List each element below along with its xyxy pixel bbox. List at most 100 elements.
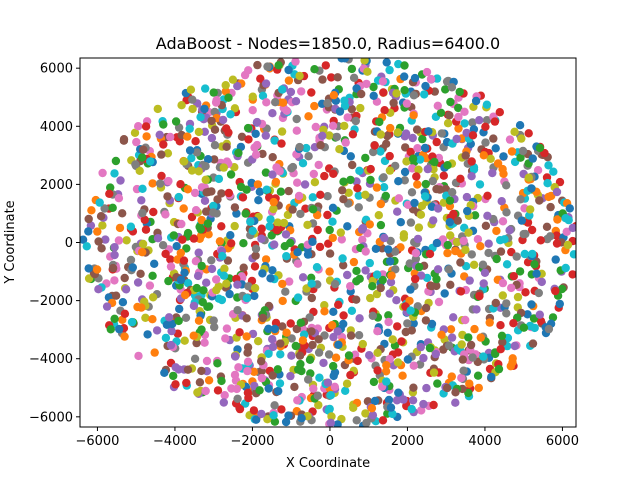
scatter-point xyxy=(313,225,322,235)
scatter-point xyxy=(115,223,125,233)
scatter-point xyxy=(414,223,424,232)
scatter-point xyxy=(362,79,371,89)
scatter-point xyxy=(454,124,463,133)
scatter-point xyxy=(200,196,210,205)
scatter-point xyxy=(187,154,196,163)
scatter-point xyxy=(393,358,403,367)
scatter-point xyxy=(365,258,374,268)
scatter-point xyxy=(309,169,318,179)
scatter-point xyxy=(134,351,143,361)
scatter-point xyxy=(557,284,567,294)
scatter-point xyxy=(400,86,409,95)
scatter-point xyxy=(297,414,306,423)
scatter-point xyxy=(318,131,327,140)
scatter-point xyxy=(210,322,219,332)
scatter-point xyxy=(269,204,278,214)
scatter-point xyxy=(393,348,403,357)
scatter-point xyxy=(457,373,466,383)
scatter-point xyxy=(505,135,515,144)
scatter-point xyxy=(433,265,443,274)
scatter-point xyxy=(157,171,166,181)
scatter-point xyxy=(346,175,355,185)
scatter-point xyxy=(152,326,162,335)
scatter-point xyxy=(358,339,367,349)
scatter-point xyxy=(429,216,438,225)
scatter-point xyxy=(325,249,335,258)
scatter-point xyxy=(120,273,129,283)
scatter-point xyxy=(406,306,415,315)
scatter-point xyxy=(527,300,536,309)
scatter-point xyxy=(188,104,197,114)
scatter-point xyxy=(426,74,436,84)
scatter-point xyxy=(219,398,228,407)
scatter-point xyxy=(536,236,545,245)
scatter-point xyxy=(242,314,251,323)
scatter-point xyxy=(445,218,454,227)
scatter-point xyxy=(482,100,492,109)
scatter-point xyxy=(365,351,374,360)
scatter-point xyxy=(293,293,303,302)
scatter-point xyxy=(368,411,378,420)
scatter-point xyxy=(261,168,271,177)
scatter-point xyxy=(423,164,432,174)
scatter-point xyxy=(269,411,278,420)
scatter-point xyxy=(312,263,322,272)
scatter-point xyxy=(333,420,342,427)
scatter-point xyxy=(226,231,235,240)
scatter-point xyxy=(169,231,178,240)
scatter-point xyxy=(451,388,460,397)
scatter-point xyxy=(392,296,401,305)
scatter-point xyxy=(353,184,362,193)
scatter-point xyxy=(386,278,396,287)
scatter-point xyxy=(535,310,544,319)
scatter-point xyxy=(338,186,347,195)
scatter-point xyxy=(221,81,230,90)
scatter-point xyxy=(379,88,388,97)
scatter-point xyxy=(391,265,400,274)
scatter-point xyxy=(166,255,175,264)
scatter-point xyxy=(544,161,553,170)
scatter-point xyxy=(264,324,273,333)
scatter-point xyxy=(207,264,217,274)
scatter-point xyxy=(137,196,146,205)
scatter-point xyxy=(233,81,242,91)
scatter-point xyxy=(298,336,308,345)
scatter-point xyxy=(402,157,411,166)
scatter-point xyxy=(304,375,313,384)
scatter-point xyxy=(443,161,452,170)
scatter-point xyxy=(278,296,287,306)
scatter-point xyxy=(384,395,394,405)
scatter-point xyxy=(413,180,422,189)
scatter-point xyxy=(418,134,427,144)
scatter-point xyxy=(461,151,470,160)
scatter-point xyxy=(502,299,511,308)
scatter-point xyxy=(321,61,330,70)
scatter-point xyxy=(141,122,151,131)
scatter-point xyxy=(378,77,388,86)
scatter-point xyxy=(546,202,555,212)
scatter-point xyxy=(202,356,212,366)
scatter-point xyxy=(131,160,140,169)
scatter-point xyxy=(191,257,201,266)
scatter-point xyxy=(292,114,301,124)
scatter-point xyxy=(369,377,379,387)
scatter-point xyxy=(385,257,395,266)
scatter-point xyxy=(84,274,94,283)
scatter-point xyxy=(459,236,468,246)
scatter-point xyxy=(218,251,227,261)
scatter-point xyxy=(248,226,257,236)
scatter-point xyxy=(273,365,282,374)
scatter-point xyxy=(266,274,275,283)
scatter-point xyxy=(219,271,229,280)
scatter-point xyxy=(442,77,452,86)
scatter-point xyxy=(414,165,423,174)
scatter-point xyxy=(400,61,409,70)
scatter-point xyxy=(93,227,102,236)
scatter-point xyxy=(409,111,418,120)
scatter-point xyxy=(270,324,279,334)
scatter-point xyxy=(115,324,124,334)
scatter-point xyxy=(440,289,449,298)
scatter-point xyxy=(528,154,537,163)
scatter-point xyxy=(270,401,279,410)
x-tick-label: 4000 xyxy=(468,434,501,449)
